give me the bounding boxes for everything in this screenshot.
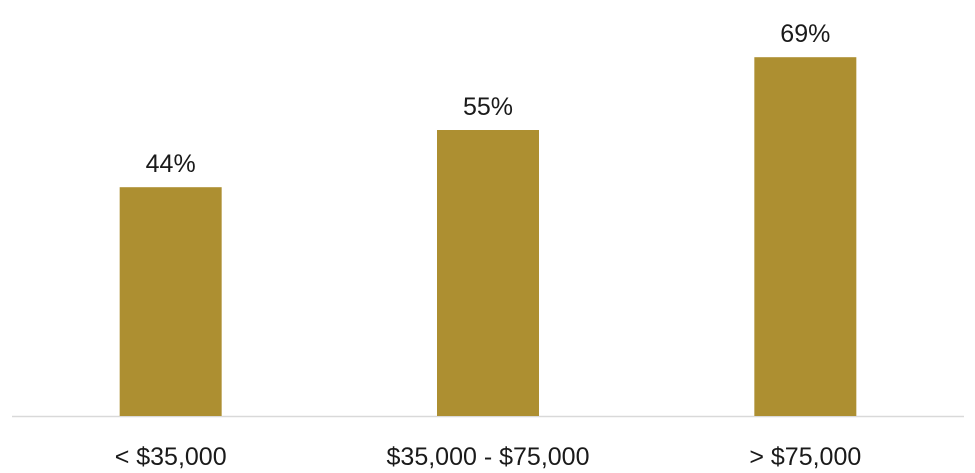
x-tick-label-3: > $75,000 <box>749 443 861 471</box>
x-tick-label-1: < $35,000 <box>115 443 227 471</box>
data-label-1: 44% <box>146 150 196 178</box>
data-label-group: 44% 55% 69% <box>146 20 831 178</box>
x-tick-label-group: < $35,000 $35,000 - $75,000 > $75,000 <box>115 443 862 471</box>
bar-3 <box>754 57 857 416</box>
bar-2 <box>437 130 539 416</box>
bar-group <box>119 57 857 416</box>
x-tick-label-2: $35,000 - $75,000 <box>387 443 590 471</box>
data-label-3: 69% <box>780 20 830 48</box>
data-label-2: 55% <box>463 93 513 121</box>
bar-1 <box>119 187 222 416</box>
